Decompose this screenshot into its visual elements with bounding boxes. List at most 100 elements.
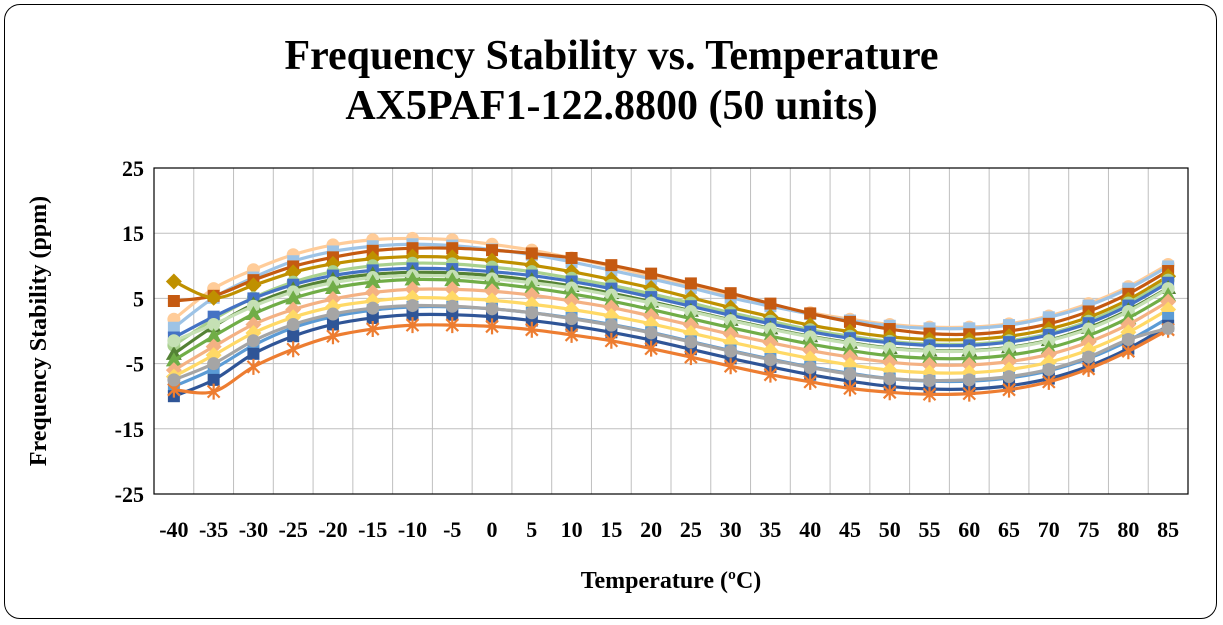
data-point (324, 279, 341, 294)
series-layer (165, 231, 1177, 403)
x-tick-label: 60 (958, 517, 980, 542)
x-tick-label: 75 (1078, 517, 1100, 542)
data-point (764, 297, 777, 310)
data-point (922, 386, 937, 403)
data-point (285, 264, 302, 281)
x-tick-label: -5 (443, 517, 461, 542)
y-tick-labels: -25 -15 -5 5 15 25 (115, 156, 144, 507)
data-point (525, 321, 539, 338)
data-point (404, 281, 421, 298)
plot-area-border (153, 167, 1189, 495)
data-point (247, 347, 260, 360)
data-point (724, 287, 737, 300)
data-point (205, 338, 222, 355)
data-point (167, 295, 180, 308)
data-point (326, 307, 340, 321)
x-tick-label: -10 (398, 517, 427, 542)
data-point (207, 373, 220, 386)
data-point (246, 358, 261, 375)
data-point (366, 311, 379, 324)
chart-title: Frequency Stability vs. Temperature (284, 33, 939, 79)
data-point (364, 284, 381, 301)
data-point (684, 349, 698, 366)
data-point (167, 321, 180, 334)
data-point (1161, 321, 1175, 335)
data-point (804, 307, 817, 320)
x-tick-label: 55 (919, 517, 941, 542)
data-point (286, 341, 300, 358)
data-point (763, 353, 777, 367)
data-point (563, 293, 580, 310)
data-point (245, 316, 262, 333)
data-point (404, 271, 421, 286)
data-point (406, 299, 419, 313)
x-tick-label: 40 (799, 517, 821, 542)
x-tick-label: -40 (159, 517, 188, 542)
data-point (445, 317, 460, 334)
x-tick-labels: -40 -35 -30 -25 -20 -15 -10 -5 0 5 10 15 20 25 30 35 40 4… (159, 517, 1179, 542)
data-point (604, 318, 618, 332)
data-point (843, 380, 857, 397)
data-point (246, 334, 260, 348)
data-point (486, 244, 499, 257)
data-point (883, 372, 897, 386)
data-point (563, 285, 580, 300)
data-point (485, 302, 499, 316)
x-axis-title: Temperature (ºC) (581, 568, 762, 594)
series-line (173, 323, 1169, 396)
data-point (882, 384, 897, 401)
x-tick-label: 85 (1157, 517, 1179, 542)
y-axis-title: Frequency Stability (ppm) (26, 196, 52, 466)
data-point (364, 274, 381, 289)
data-point (206, 383, 221, 400)
x-tick-label: 65 (998, 517, 1020, 542)
data-point (1082, 350, 1096, 364)
data-point (245, 277, 262, 294)
data-point (445, 299, 459, 313)
x-tick-label: 30 (720, 517, 742, 542)
data-point (803, 361, 817, 375)
y-tick-label: -5 (126, 352, 144, 377)
data-point (207, 317, 221, 331)
data-point (1002, 370, 1016, 384)
data-point (645, 267, 658, 280)
data-point (405, 317, 420, 334)
data-point (724, 344, 738, 358)
x-tick-label: 15 (600, 517, 622, 542)
data-point (326, 328, 340, 345)
data-point (326, 318, 339, 331)
data-point (205, 289, 222, 306)
series-group (167, 317, 1175, 403)
data-point (723, 358, 738, 375)
data-point (1042, 362, 1056, 376)
data-point (565, 312, 579, 326)
y-tick-label: -15 (115, 417, 144, 442)
data-point (803, 373, 817, 390)
data-point (1121, 332, 1135, 346)
data-point (525, 306, 539, 320)
data-point (605, 259, 618, 272)
data-point (962, 385, 977, 402)
x-tick-label: -15 (358, 517, 387, 542)
data-point (205, 328, 222, 343)
data-point (484, 283, 501, 300)
data-point (165, 273, 182, 290)
x-tick-label: 10 (561, 517, 583, 542)
data-point (287, 330, 300, 343)
data-point (604, 332, 619, 349)
data-point (165, 352, 182, 367)
x-tick-label: 20 (640, 517, 662, 542)
data-point (962, 373, 976, 387)
data-point (167, 373, 181, 387)
data-point (523, 287, 540, 304)
data-point (366, 301, 380, 315)
y-tick-label: 25 (122, 156, 144, 181)
data-point (525, 247, 538, 260)
x-tick-label: -35 (199, 517, 228, 542)
x-tick-label: -20 (318, 517, 347, 542)
data-point (406, 242, 419, 255)
y-tick-label: 5 (133, 286, 144, 311)
x-tick-label: 25 (680, 517, 702, 542)
data-point (167, 334, 181, 348)
